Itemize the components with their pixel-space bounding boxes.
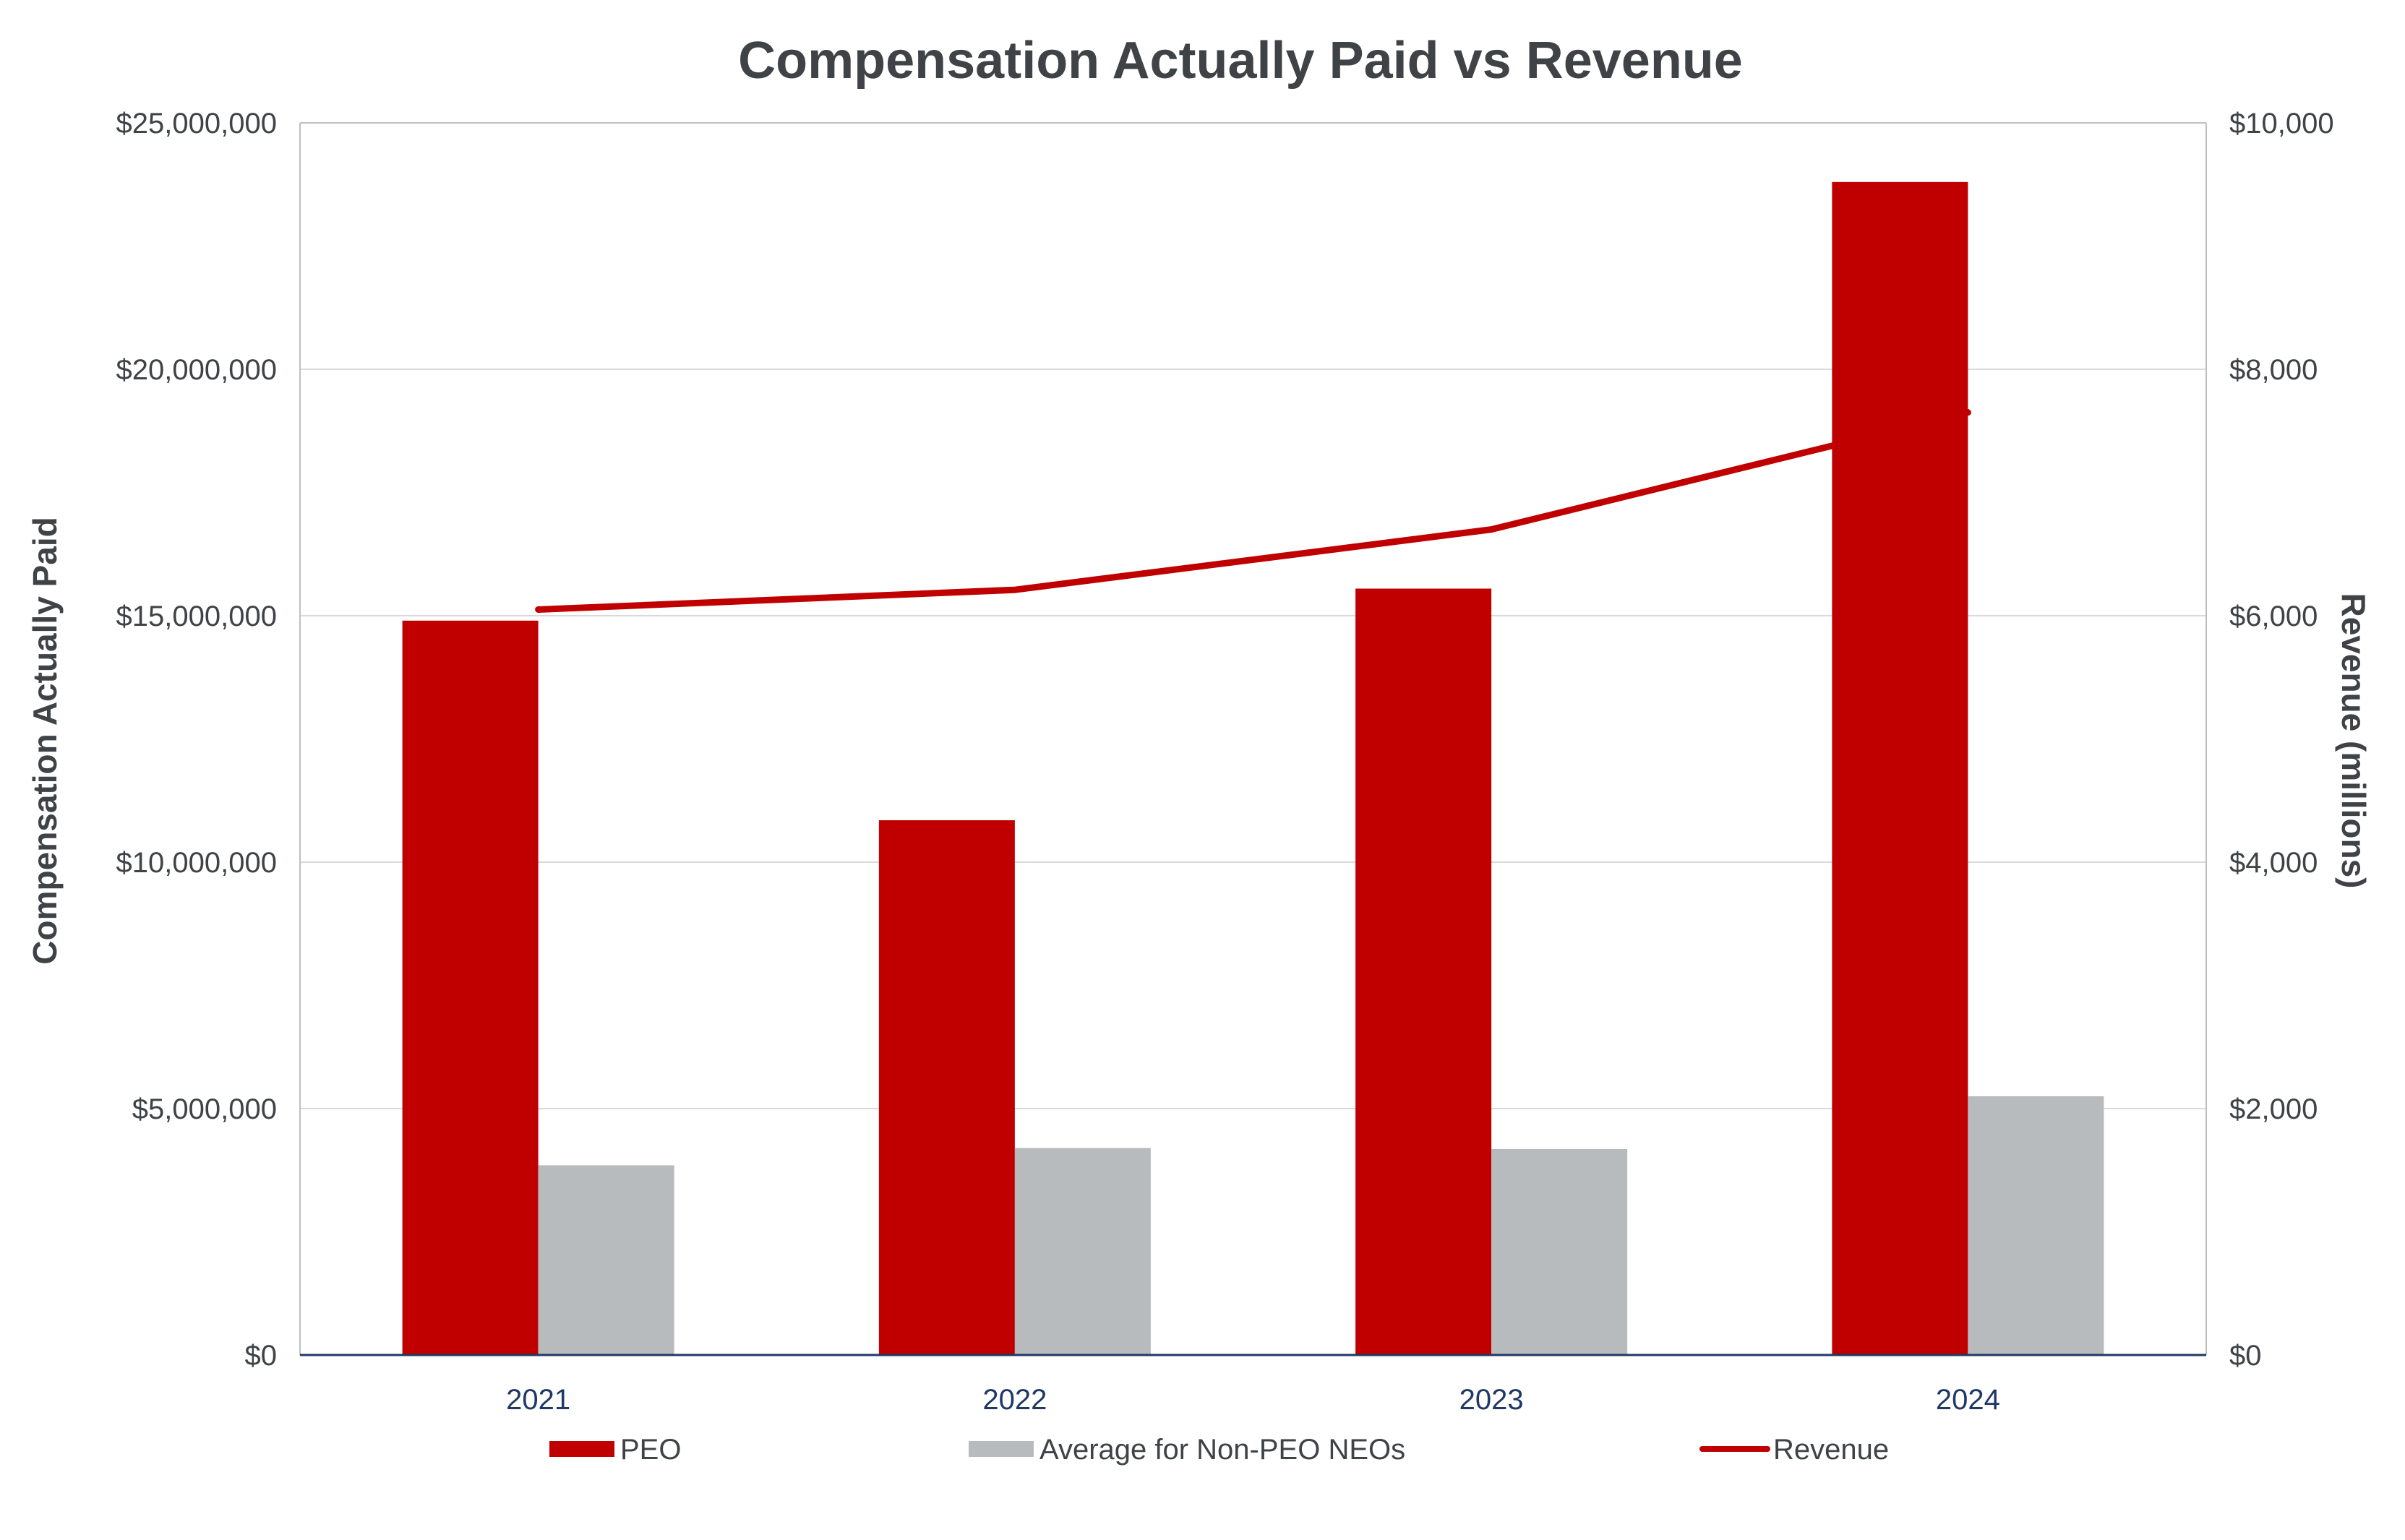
bar-average-for-non-peo-neos-2021: [538, 1165, 674, 1355]
bar-average-for-non-peo-neos-2023: [1491, 1148, 1628, 1355]
revenue-line-series: [535, 409, 1971, 613]
bar-average-for-non-peo-neos-2022: [1014, 1148, 1151, 1355]
legend-label-revenue: Revenue: [1773, 1434, 1889, 1466]
y-tick-label: $10,000,000: [116, 847, 277, 879]
x-tick-label: 2023: [1459, 1384, 1524, 1416]
y-tick-label: $5,000,000: [132, 1093, 277, 1125]
revenue-line: [535, 409, 1971, 613]
left-axis-ticks: $0 $5,000,000 $10,000,000 $15,000,000 $20,00…: [116, 108, 277, 1372]
y2-tick-label: $6,000: [2229, 601, 2318, 632]
legend: PEO Average for Non-PEO NEOs Revenue: [549, 1434, 1889, 1466]
y2-tick-label: $2,000: [2229, 1093, 2318, 1125]
revenue-point-2024: [1967, 411, 1969, 413]
legend-swatch-peo: [549, 1441, 614, 1457]
revenue-point-2023: [1491, 528, 1493, 530]
right-axis-ticks: $0 $2,000 $4,000 $6,000 $8,000 $10,000: [2229, 108, 2334, 1372]
y-tick-label: $20,000,000: [116, 354, 277, 386]
y-tick-label: $15,000,000: [116, 601, 277, 632]
legend-swatch-average-for-non-peo-neos: [969, 1441, 1034, 1457]
y2-axis-label: Revenue (millions): [2335, 593, 2372, 889]
bar-peo-2024: [1832, 181, 1968, 1356]
plot-frame: [299, 122, 2207, 1355]
legend-label-peo: PEO: [620, 1434, 681, 1466]
bars: [402, 181, 2104, 1356]
x-tick-label: 2022: [982, 1384, 1047, 1416]
x-tick-label: 2021: [506, 1384, 570, 1416]
y-tick-label: $25,000,000: [116, 108, 277, 139]
bar-peo-2023: [1355, 588, 1492, 1355]
bar-peo-2021: [402, 620, 539, 1355]
bar-peo-2022: [878, 820, 1015, 1355]
y2-tick-label: $8,000: [2229, 354, 2318, 386]
revenue-point-2022: [1013, 589, 1016, 591]
chart-title: Compensation Actually Paid vs Revenue: [738, 32, 1743, 90]
revenue-point-2021: [537, 608, 539, 611]
x-axis-ticks: 2021 2022 2023 2024: [506, 1384, 2000, 1416]
y-tick-label: $0: [245, 1340, 278, 1372]
y-axis-label: Compensation Actually Paid: [26, 517, 64, 964]
bar-average-for-non-peo-neos-2024: [1968, 1096, 2104, 1355]
y2-tick-label: $10,000: [2229, 108, 2334, 139]
x-tick-label: 2024: [1936, 1384, 2000, 1416]
y2-tick-label: $4,000: [2229, 847, 2318, 879]
y2-tick-label: $0: [2229, 1340, 2262, 1372]
legend-label-average-for-non-peo-neos: Average for Non-PEO NEOs: [1039, 1434, 1405, 1466]
